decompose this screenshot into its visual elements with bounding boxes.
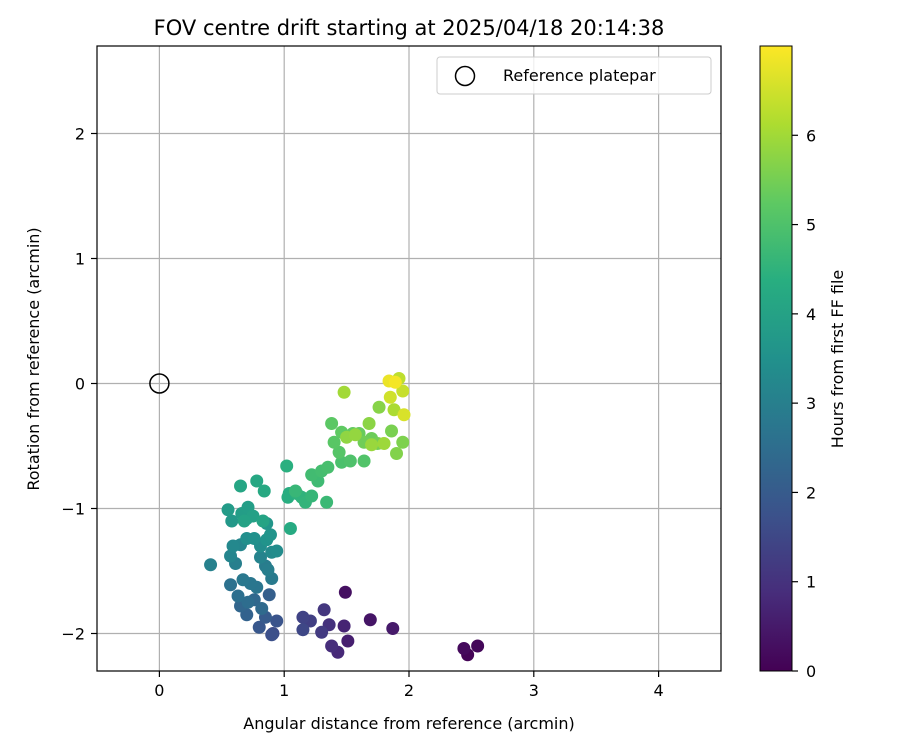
data-point bbox=[385, 424, 399, 438]
data-point bbox=[252, 620, 266, 634]
data-point bbox=[348, 428, 362, 442]
data-point bbox=[397, 408, 411, 422]
y-tick-label: −2 bbox=[61, 625, 85, 644]
data-point bbox=[365, 438, 379, 452]
data-point bbox=[305, 468, 319, 482]
data-point bbox=[337, 385, 351, 399]
x-tick-label: 2 bbox=[404, 681, 414, 700]
y-axis-ticks: −2 −1 0 1 2 bbox=[61, 125, 97, 644]
data-point bbox=[388, 375, 402, 389]
data-point bbox=[320, 495, 334, 509]
data-point bbox=[225, 514, 239, 528]
y-tick-label: 1 bbox=[75, 250, 85, 269]
chart-title: FOV centre drift starting at 2025/04/18 … bbox=[154, 16, 665, 40]
colorbar-tick-label: 1 bbox=[806, 573, 816, 592]
data-point bbox=[247, 532, 261, 545]
data-point bbox=[234, 479, 248, 493]
data-point bbox=[325, 639, 339, 653]
colorbar-tick-label: 5 bbox=[806, 216, 816, 235]
data-point bbox=[315, 625, 329, 639]
reference-point bbox=[149, 373, 170, 394]
legend: Reference platepar bbox=[436, 56, 712, 95]
data-point bbox=[396, 435, 410, 449]
colorbar-label: Hours from first FF file bbox=[828, 270, 847, 449]
legend-marker-icon bbox=[454, 65, 476, 87]
data-point bbox=[325, 417, 339, 430]
data-point bbox=[321, 460, 335, 474]
data-point bbox=[363, 613, 377, 627]
data-point bbox=[255, 602, 269, 615]
data-point bbox=[270, 614, 284, 628]
y-axis-label: Rotation from reference (arcmin) bbox=[24, 227, 43, 490]
colorbar-tick-label: 2 bbox=[806, 483, 816, 502]
data-point bbox=[305, 489, 319, 503]
data-point bbox=[296, 610, 310, 624]
colorbar-tick-label: 4 bbox=[806, 305, 816, 324]
data-point bbox=[390, 447, 404, 460]
data-point bbox=[471, 639, 485, 653]
data-point bbox=[332, 445, 346, 459]
data-point bbox=[283, 522, 297, 535]
data-point bbox=[256, 514, 270, 528]
data-point bbox=[204, 558, 218, 572]
data-point bbox=[357, 454, 371, 468]
data-point bbox=[387, 403, 401, 417]
data-point bbox=[383, 390, 397, 404]
data-point bbox=[327, 435, 341, 449]
data-point bbox=[265, 628, 279, 642]
x-tick-label: 4 bbox=[654, 681, 664, 700]
data-point bbox=[226, 539, 240, 553]
data-point bbox=[337, 619, 351, 633]
data-point bbox=[261, 563, 275, 577]
data-point bbox=[317, 603, 331, 617]
legend-box bbox=[436, 56, 712, 95]
data-point bbox=[288, 484, 302, 498]
colorbar-tick-label: 3 bbox=[806, 394, 816, 413]
grid bbox=[97, 46, 721, 671]
data-point bbox=[263, 528, 277, 542]
data-point bbox=[377, 437, 391, 450]
x-tick-label: 3 bbox=[529, 681, 539, 700]
data-point bbox=[241, 595, 255, 609]
data-point bbox=[280, 459, 294, 473]
data-point bbox=[457, 642, 471, 655]
data-point bbox=[296, 623, 310, 637]
data-point bbox=[253, 550, 267, 564]
data-point bbox=[270, 544, 284, 558]
legend-label: Reference platepar bbox=[503, 66, 656, 85]
y-tick-label: −1 bbox=[61, 500, 85, 519]
data-point bbox=[224, 549, 238, 563]
y-tick-label: 0 bbox=[75, 375, 85, 394]
data-point bbox=[224, 578, 238, 592]
data-point bbox=[231, 589, 245, 603]
data-point bbox=[257, 484, 271, 498]
data-point bbox=[237, 514, 251, 528]
data-point bbox=[343, 454, 357, 468]
x-tick-label: 1 bbox=[279, 681, 289, 700]
x-tick-label: 0 bbox=[154, 681, 164, 700]
data-point bbox=[362, 417, 376, 430]
data-points bbox=[204, 372, 485, 662]
data-point bbox=[262, 588, 276, 602]
data-point bbox=[396, 384, 410, 398]
colorbar-ticks: 0 1 2 3 4 5 6 bbox=[792, 126, 816, 681]
data-point bbox=[250, 474, 264, 488]
data-point bbox=[221, 503, 235, 517]
x-axis-label: Angular distance from reference (arcmin) bbox=[243, 714, 574, 733]
data-point bbox=[236, 573, 250, 587]
data-point bbox=[341, 634, 355, 648]
colorbar-tick-label: 6 bbox=[806, 126, 816, 145]
colorbar-gradient bbox=[759, 45, 793, 672]
x-axis-ticks: 0 1 2 3 4 bbox=[154, 671, 664, 700]
colorbar: 0 1 2 3 4 5 6 Hours from first FF file bbox=[759, 45, 847, 681]
data-point bbox=[338, 585, 352, 599]
y-tick-label: 2 bbox=[75, 125, 85, 144]
colorbar-tick-label: 0 bbox=[806, 662, 816, 681]
data-point bbox=[386, 622, 400, 635]
data-point bbox=[372, 400, 386, 414]
